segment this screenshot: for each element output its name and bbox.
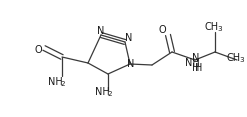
Text: 2: 2 [108,91,112,97]
Text: H: H [192,63,200,73]
Text: 2: 2 [61,81,65,87]
Text: N: N [192,53,200,63]
Text: CH: CH [205,22,219,32]
Text: N: N [97,26,105,36]
Text: CH: CH [227,53,241,63]
Text: O: O [34,45,42,55]
Text: NH: NH [48,77,62,87]
Text: 3: 3 [218,26,222,32]
Text: N: N [125,33,133,43]
Text: 3: 3 [240,57,244,63]
Text: NH: NH [185,58,199,68]
Text: O: O [158,25,166,35]
Text: H: H [195,63,203,73]
Text: N: N [127,59,135,69]
Text: NH: NH [95,87,109,97]
